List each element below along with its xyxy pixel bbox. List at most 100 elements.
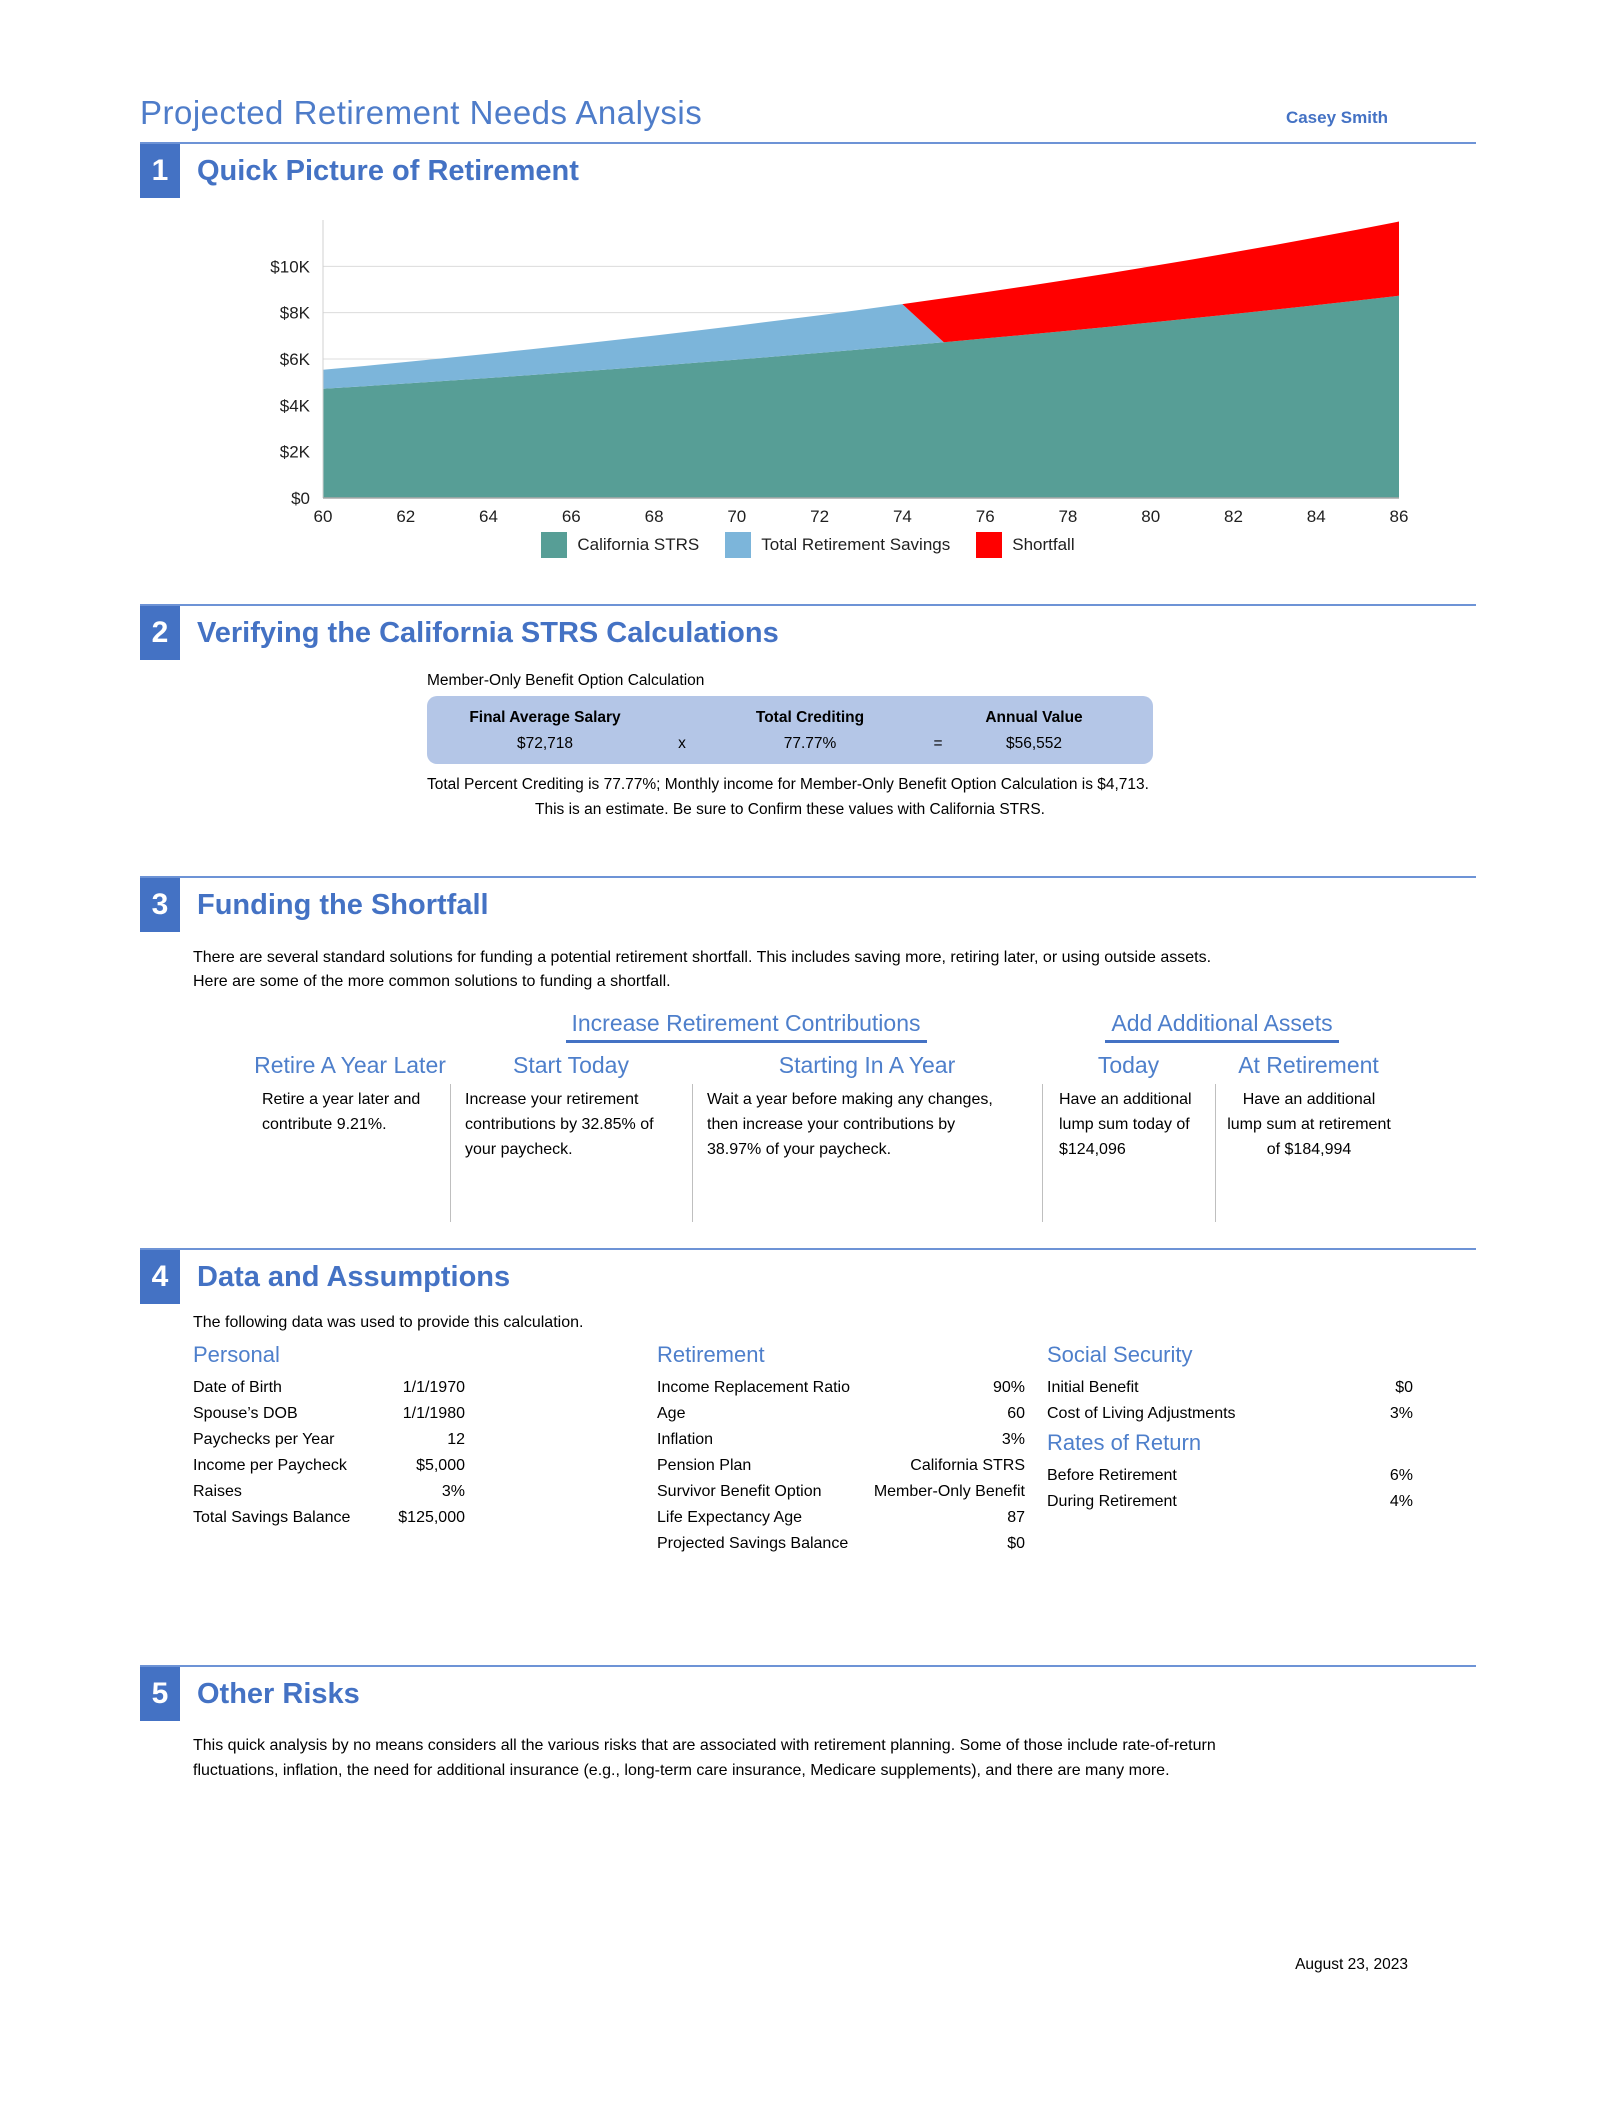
legend-label: Shortfall	[1012, 535, 1075, 554]
group-increase-contributions: Increase Retirement Contributions	[450, 1010, 1042, 1045]
row-value: 3%	[441, 1483, 465, 1500]
svg-text:78: 78	[1058, 507, 1077, 526]
svg-text:$4K: $4K	[280, 396, 311, 415]
row-label: Raises	[193, 1483, 242, 1500]
section-header: 5 Other Risks	[140, 1667, 1476, 1721]
page-title: Projected Retirement Needs Analysis	[140, 94, 703, 131]
retirement-income-chart: $0 $2K $4K $6K $8K $10K 60 62 64 66 68 70 72 74 76 78 80…	[140, 212, 1476, 558]
data-row: Paychecks per Year 12	[193, 1427, 465, 1453]
option-heading-start-in-a-year: Starting In A Year	[778, 1052, 956, 1078]
option-heading-at-retirement: At Retirement	[1238, 1052, 1379, 1078]
section-title: Other Risks	[197, 1678, 360, 1710]
benefit-table-caption: Member-Only Benefit Option Calculation	[427, 672, 705, 689]
data-row: Total Savings Balance $125,000	[193, 1505, 465, 1531]
row-value: $125,000	[398, 1509, 465, 1526]
spacer	[919, 705, 957, 731]
option-body-start-today: Increase your retirement contributions b…	[450, 1084, 692, 1222]
social-security-heading: Social Security	[1047, 1342, 1193, 1367]
row-value: 6%	[1389, 1467, 1413, 1484]
svg-text:$0: $0	[291, 489, 310, 508]
funding-options-grid: Increase Retirement Contributions Add Ad…	[250, 1010, 1476, 1222]
rates-of-return-heading: Rates of Return	[1047, 1430, 1202, 1455]
row-label: Projected Savings Balance	[657, 1535, 849, 1552]
row-label: Income Replacement Ratio	[657, 1379, 850, 1396]
row-label: Before Retirement	[1047, 1467, 1177, 1484]
section-verify-strs: 2 Verifying the California STRS Calculat…	[140, 604, 1476, 819]
row-label: During Retirement	[1047, 1493, 1177, 1510]
section-header: 1 Quick Picture of Retirement	[140, 144, 1476, 198]
data-row: Date of Birth 1/1/1970	[193, 1375, 465, 1401]
data-row: Survivor Benefit Option Member-Only Benef…	[657, 1479, 1025, 1505]
other-risks-paragraph: This quick analysis by no means consider…	[193, 1737, 1216, 1779]
data-row: Initial Benefit $0	[1047, 1375, 1413, 1401]
section-title: Quick Picture of Retirement	[197, 155, 579, 187]
section-title: Funding the Shortfall	[197, 889, 489, 921]
section-header: 4 Data and Assumptions	[140, 1250, 1476, 1304]
data-row: Income per Paycheck $5,000	[193, 1453, 465, 1479]
row-value: $0	[1395, 1379, 1413, 1396]
legend-label: California STRS	[577, 535, 700, 554]
col-header-total-crediting: Total Crediting	[755, 709, 865, 726]
row-label: Inflation	[657, 1431, 714, 1448]
assumptions-intro: The following data was used to provide t…	[193, 1314, 584, 1331]
option-body-start-in-a-year: Wait a year before making any changes, t…	[692, 1084, 1042, 1222]
section-funding-shortfall: 3 Funding the Shortfall There are severa…	[140, 876, 1476, 1222]
benefit-calculation-table: Final Average Salary Total Crediting Ann…	[427, 696, 1153, 764]
row-value: $5,000	[416, 1457, 465, 1474]
row-label: Survivor Benefit Option	[657, 1483, 822, 1500]
svg-text:$2K: $2K	[280, 443, 311, 462]
row-label: Initial Benefit	[1047, 1379, 1139, 1396]
section-data-assumptions: 4 Data and Assumptions The following dat…	[140, 1248, 1476, 1557]
multiply-operator: x	[678, 735, 686, 752]
client-name: Casey Smith	[1285, 108, 1388, 127]
svg-text:64: 64	[479, 507, 498, 526]
funding-intro-paragraph: There are several standard solutions for…	[193, 949, 1212, 990]
svg-text:84: 84	[1307, 507, 1326, 526]
row-value: California STRS	[910, 1457, 1025, 1474]
row-label: Date of Birth	[193, 1379, 282, 1396]
section-title: Data and Assumptions	[197, 1261, 511, 1293]
data-row: Before Retirement 6%	[1047, 1463, 1413, 1489]
personal-column: Personal Date of Birth 1/1/1970 Spouse’s …	[193, 1342, 465, 1557]
row-label: Income per Paycheck	[193, 1457, 347, 1474]
row-label: Spouse’s DOB	[193, 1405, 298, 1422]
svg-text:60: 60	[314, 507, 333, 526]
svg-text:76: 76	[976, 507, 995, 526]
row-value: 90%	[992, 1379, 1025, 1396]
row-value: 1/1/1980	[402, 1405, 465, 1422]
legend-label: Total Retirement Savings	[761, 535, 951, 554]
row-value: 1/1/1970	[402, 1379, 465, 1396]
section-header: 3 Funding the Shortfall	[140, 878, 1476, 932]
social-security-column: Social Security Initial Benefit $0 Cost o…	[1047, 1342, 1413, 1557]
data-row: Age 60	[657, 1401, 1025, 1427]
retirement-column: Retirement Income Replacement Ratio 90% A…	[657, 1342, 1025, 1557]
legend-item-strs: California STRS	[541, 532, 699, 558]
row-value: Member-Only Benefit	[873, 1483, 1025, 1500]
svg-text:$8K: $8K	[280, 304, 311, 323]
row-label: Total Savings Balance	[193, 1509, 351, 1526]
legend-item-shortfall: Shortfall	[976, 532, 1075, 558]
row-label: Paychecks per Year	[193, 1431, 335, 1448]
section-number-badge: 1	[140, 144, 180, 198]
personal-heading: Personal	[193, 1342, 280, 1367]
row-value: 87	[1007, 1509, 1025, 1526]
svg-text:62: 62	[396, 507, 415, 526]
section-number-badge: 2	[140, 606, 180, 660]
data-row: During Retirement 4%	[1047, 1489, 1413, 1515]
shortfall-color-swatch	[976, 532, 1003, 558]
row-value: $0	[1007, 1535, 1025, 1552]
svg-text:82: 82	[1224, 507, 1243, 526]
option-body-today: Have an additional lump sum today of $12…	[1042, 1084, 1215, 1222]
total-crediting-value: 77.77%	[783, 735, 837, 752]
svg-text:72: 72	[810, 507, 829, 526]
option-heading-today: Today	[1097, 1052, 1160, 1078]
data-row: Raises 3%	[193, 1479, 465, 1505]
data-row: Pension Plan California STRS	[657, 1453, 1025, 1479]
row-value: 3%	[1389, 1405, 1413, 1422]
section-number-badge: 3	[140, 878, 180, 932]
svg-text:$10K: $10K	[270, 257, 310, 276]
spacer	[663, 705, 701, 731]
section-quick-picture: 1 Quick Picture of Retirement	[140, 142, 1476, 198]
retirement-heading: Retirement	[657, 1342, 765, 1367]
data-row: Income Replacement Ratio 90%	[657, 1375, 1025, 1401]
